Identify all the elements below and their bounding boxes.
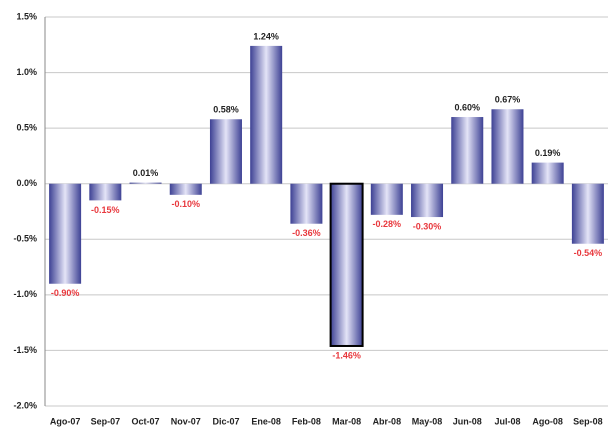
x-tick-label: Abr-08 <box>373 416 402 426</box>
x-tick-label: May-08 <box>412 416 443 426</box>
bar <box>451 117 484 184</box>
x-tick-label: Dic-07 <box>212 416 239 426</box>
data-label: -0.10% <box>171 199 200 209</box>
data-label: 0.60% <box>454 102 480 112</box>
x-tick-label: Feb-08 <box>292 416 321 426</box>
y-tick-label: 1.0% <box>16 67 37 77</box>
y-tick-label: -1.5% <box>13 345 37 355</box>
bar <box>129 182 162 184</box>
x-tick-label: Ago-08 <box>532 416 563 426</box>
data-label: 0.19% <box>535 148 561 158</box>
bar <box>49 183 82 284</box>
x-tick-label: Nov-07 <box>171 416 201 426</box>
x-tick-label: Jul-08 <box>494 416 520 426</box>
bar <box>290 183 323 224</box>
data-label: 1.24% <box>253 31 279 41</box>
x-tick-label: Ago-07 <box>50 416 81 426</box>
bar <box>89 183 122 201</box>
y-tick-label: 0.5% <box>16 123 37 133</box>
x-tick-label: Jun-08 <box>453 416 482 426</box>
bar <box>531 162 564 184</box>
data-label: -0.30% <box>413 221 442 231</box>
bar <box>169 183 202 195</box>
data-label: -0.54% <box>574 248 603 258</box>
data-label: 0.01% <box>133 168 159 178</box>
x-tick-label: Oct-07 <box>132 416 160 426</box>
data-label: -0.28% <box>373 219 402 229</box>
y-tick-label: 0.0% <box>16 178 37 188</box>
x-tick-label: Sep-07 <box>91 416 121 426</box>
bar <box>491 109 524 184</box>
x-tick-label: Ene-08 <box>251 416 281 426</box>
bar <box>370 183 403 215</box>
y-tick-label: 1.5% <box>16 11 37 21</box>
x-tick-label: Mar-08 <box>332 416 361 426</box>
y-tick-label: -1.0% <box>13 289 37 299</box>
data-label: 0.67% <box>495 95 521 105</box>
bar <box>571 183 604 244</box>
x-tick-label: Sep-08 <box>573 416 603 426</box>
data-label: -0.36% <box>292 228 321 238</box>
y-tick-label: -0.5% <box>13 234 37 244</box>
data-label: -0.90% <box>51 288 80 298</box>
bar <box>209 119 242 184</box>
bar <box>411 183 444 218</box>
y-tick-label: -2.0% <box>13 400 37 410</box>
data-label: 0.58% <box>213 105 239 115</box>
bar <box>250 45 283 184</box>
bar <box>329 182 364 347</box>
data-label: -1.46% <box>332 350 361 360</box>
data-label: -0.15% <box>91 205 120 215</box>
